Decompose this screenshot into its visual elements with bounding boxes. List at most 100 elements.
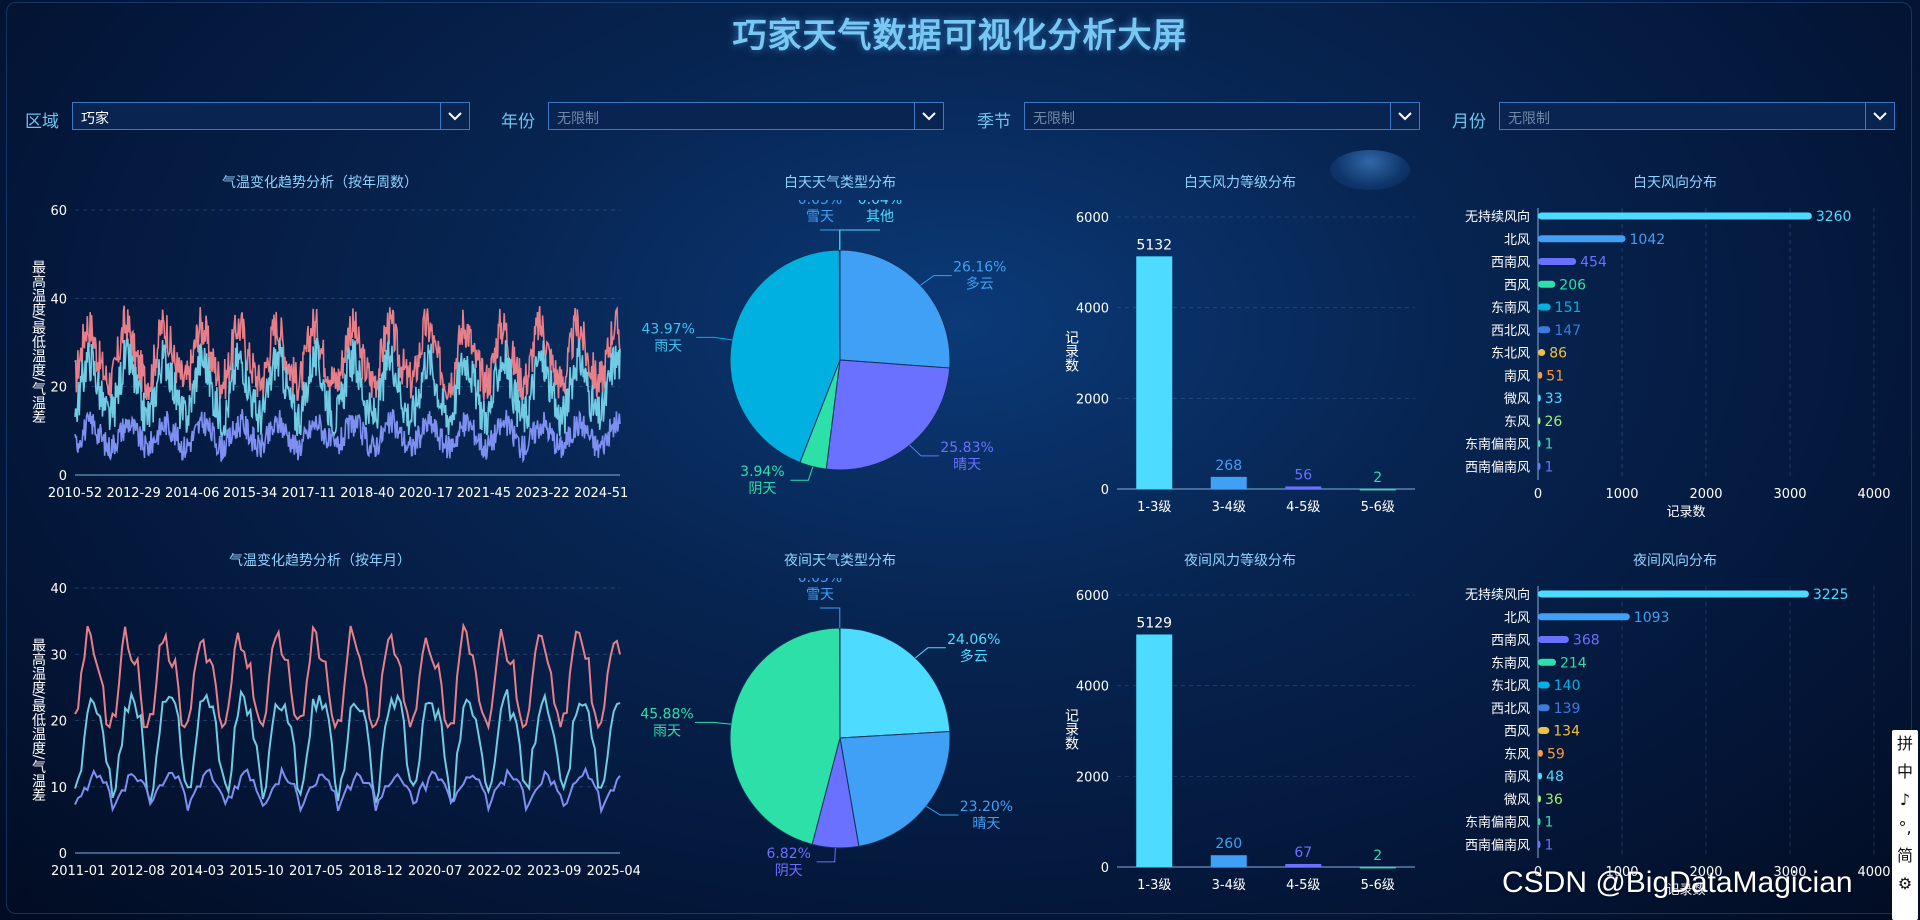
y-tick-label: 东南风 [1491, 300, 1530, 316]
day-wind-direction-bar-chart: 0 1000 2000 3000 4000 记录数 无持续风向 3260 北风 1042 西南风 45… [1465, 208, 1890, 520]
pie-category-label: 多云 [966, 276, 994, 293]
bar-value-label: 48 [1546, 769, 1564, 785]
x-tick-label: 2012-08 [110, 864, 164, 879]
x-axis-label: 记录数 [1666, 505, 1705, 520]
bar-value-label: 86 [1549, 346, 1567, 362]
bar [1538, 417, 1541, 425]
filter-region-label: 区域 [25, 112, 59, 132]
screen-frame [6, 2, 1912, 914]
y-tick-label: 东南风 [1491, 655, 1530, 671]
pie-percent-label: 0.05% [798, 578, 842, 586]
y-tick-label: 西南风 [1491, 255, 1530, 271]
day-wind-level-bar-chart: 0 2000 4000 6000 记录数 5132 1-3级 268 3-4级 56 4-5级 2 5-… [1063, 211, 1415, 515]
y-axis-label: 最高温度/最低温度/气温差 [30, 260, 46, 423]
x-tick-label: 4-5级 [1286, 878, 1320, 893]
x-tick-label: 2012-29 [106, 486, 160, 501]
bar-value-label: 33 [1545, 391, 1563, 407]
x-tick-label: 2023-22 [515, 486, 569, 501]
x-tick-label: 1-3级 [1137, 500, 1171, 515]
y-tick-label: 6000 [1076, 589, 1109, 604]
bar-value-label: 260 [1215, 836, 1242, 852]
pie-category-label: 多云 [960, 648, 988, 665]
region-select[interactable]: 巧家 [72, 102, 470, 130]
year-select[interactable]: 无限制 [548, 102, 944, 130]
y-tick-label: 无持续风向 [1465, 209, 1530, 225]
y-tick-label: 西北风 [1491, 324, 1530, 339]
y-tick-label: 北风 [1504, 233, 1530, 248]
bar-value-label: 59 [1547, 746, 1565, 762]
bar [1538, 681, 1550, 689]
x-tick-label: 2014-03 [170, 864, 224, 879]
y-tick-label: 10 [50, 781, 67, 796]
bar [1538, 326, 1551, 334]
bar-value-label: 67 [1294, 845, 1312, 861]
pie-category-label: 晴天 [953, 457, 981, 473]
y-tick-label: 40 [50, 292, 67, 307]
x-tick-label: 2023-09 [527, 864, 581, 879]
ime-char[interactable]: 简 [1896, 846, 1913, 865]
night-wind-direction-title: 夜间风向分布 [1633, 553, 1717, 569]
pie-percent-label: 24.06% [947, 632, 1000, 648]
y-axis-label: 最高温度/最低温度/气温差 [30, 638, 46, 801]
pie-percent-label: 26.16% [953, 260, 1006, 276]
x-tick-label: 2025-04 [587, 864, 640, 879]
season-select[interactable]: 无限制 [1024, 102, 1420, 130]
x-tick-label: 2021-45 [457, 486, 511, 501]
region-select-value: 巧家 [81, 111, 109, 127]
x-tick-label: 5-6级 [1361, 878, 1395, 893]
pie-leader-line [790, 466, 814, 481]
bar [1538, 462, 1541, 470]
x-tick-label: 2000 [1689, 865, 1722, 880]
season-select-placeholder: 无限制 [1033, 111, 1075, 127]
bar [1538, 349, 1546, 357]
ime-char[interactable]: °, [1898, 818, 1912, 837]
y-tick-label: 西北风 [1491, 702, 1530, 717]
temperature-line-high [74, 305, 621, 401]
ime-char[interactable]: 拼 [1896, 734, 1913, 753]
y-tick-label: 微风 [1504, 392, 1530, 407]
y-tick-label: 东南偏南风 [1465, 437, 1530, 453]
bar-value-label: 2 [1373, 848, 1382, 864]
bar [1136, 634, 1173, 867]
chevron-down-icon[interactable] [914, 103, 943, 129]
x-tick-label: 2000 [1689, 487, 1722, 502]
x-tick-label: 2024-51 [574, 486, 628, 501]
month-select[interactable]: 无限制 [1499, 102, 1895, 130]
chevron-down-icon[interactable] [440, 103, 469, 129]
y-tick-label: 东南偏南风 [1465, 815, 1530, 831]
pie-percent-label: 43.97% [642, 321, 695, 337]
pie-category-label: 雪天 [806, 209, 834, 225]
x-tick-label: 2018-40 [340, 486, 394, 501]
bar-value-label: 51 [1546, 368, 1564, 384]
filter-month: 月份 无限制 [1452, 102, 1895, 132]
pie-slice-雨天 [729, 249, 841, 464]
bar [1538, 613, 1630, 621]
x-tick-label: 2015-10 [230, 864, 284, 879]
x-axis-label: 记录数 [1666, 883, 1705, 898]
pie-leader-line [816, 847, 836, 863]
ime-char[interactable]: ⚙ [1897, 874, 1913, 893]
bar-value-label: 3225 [1813, 587, 1849, 603]
x-tick-label: 1000 [1605, 487, 1638, 502]
bar-value-label: 26 [1545, 414, 1563, 430]
y-tick-label: 西风 [1504, 278, 1530, 293]
y-tick-label: 30 [50, 648, 67, 663]
bar [1359, 488, 1396, 491]
x-tick-label: 0 [1534, 487, 1542, 502]
ime-side-panel[interactable]: 拼 中 ♪ °, 简 ⚙ [1892, 730, 1918, 920]
filter-year: 年份 无限制 [501, 102, 944, 132]
y-tick-label: 无持续风向 [1465, 587, 1530, 603]
y-tick-label: 20 [50, 381, 67, 396]
ime-char[interactable]: ♪ [1899, 790, 1911, 809]
weekly-temperature-line-chart: 0 20 40 60 2010-52 2012-29 2014-06 2015-34 2017-… [30, 204, 628, 501]
y-tick-label: 东风 [1504, 415, 1530, 430]
y-axis-label: 记录数 [1063, 708, 1079, 750]
bar-value-label: 1 [1545, 837, 1554, 853]
x-tick-label: 2022-02 [468, 864, 522, 879]
x-tick-label: 3000 [1773, 865, 1806, 880]
chevron-down-icon[interactable] [1865, 103, 1894, 129]
chevron-down-icon[interactable] [1390, 103, 1419, 129]
ime-char[interactable]: 中 [1896, 762, 1913, 781]
x-tick-label: 2010-52 [48, 486, 102, 501]
pie-percent-label: 3.94% [740, 464, 784, 480]
